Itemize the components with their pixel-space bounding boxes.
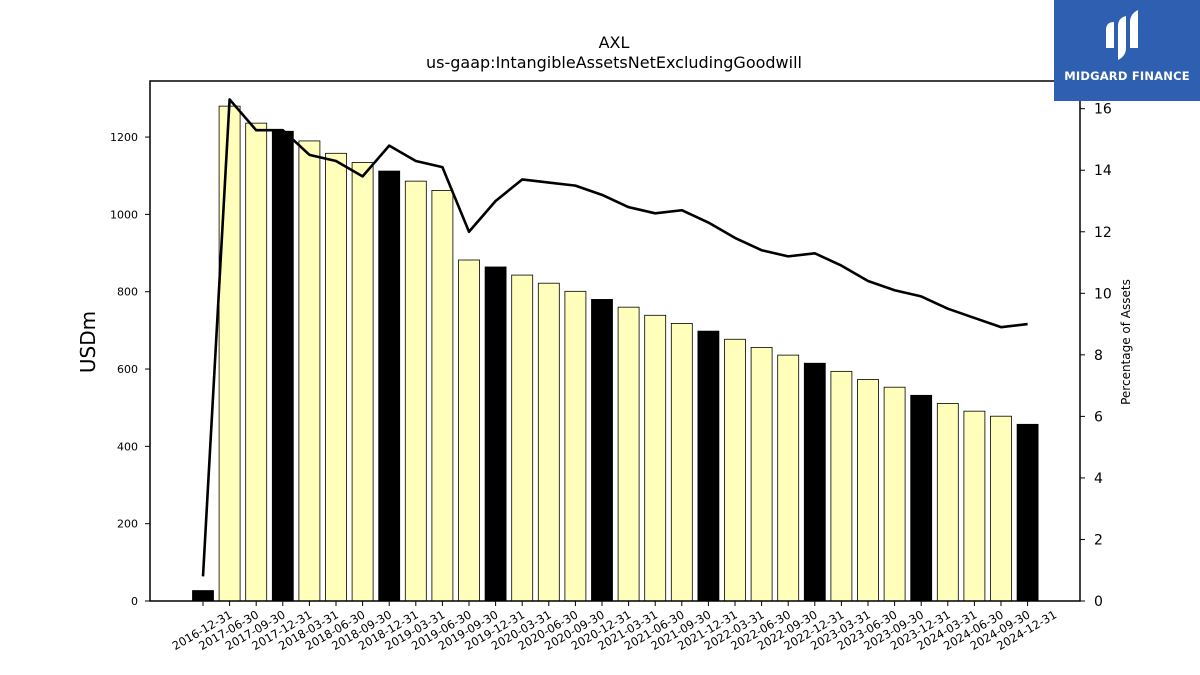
bar-2019-12-31: [484, 266, 507, 602]
percentage-line: [201, 98, 1028, 577]
bar-2020-03-31: [511, 274, 534, 602]
bar-2020-12-31: [591, 299, 613, 602]
bar-group: [192, 105, 1039, 602]
y-tick-label: 400: [117, 440, 138, 453]
bar-2017-06-30: [218, 105, 241, 602]
bar-2021-12-31: [697, 330, 720, 602]
y2-tick-label: 16: [1094, 102, 1112, 118]
y2-tick-label: 2: [1094, 532, 1103, 548]
bar-2020-09-30: [564, 290, 587, 602]
bar-2019-03-31: [404, 180, 427, 602]
bar-2023-12-31: [910, 394, 933, 602]
line-group: [201, 98, 1028, 577]
y2-tick-label: 12: [1094, 225, 1112, 241]
bar-2021-09-30: [670, 323, 693, 602]
bar-2024-09-30: [990, 415, 1012, 602]
bar-2017-09-30: [245, 122, 268, 602]
bar-2019-09-30: [458, 259, 480, 602]
bar-2023-03-31: [830, 370, 853, 602]
logo-mark-icon: [1106, 10, 1138, 60]
y-tick-label: 600: [117, 363, 138, 376]
bar-2023-06-30: [857, 379, 879, 602]
plot-frame: [149, 80, 1081, 602]
y2-tick-label: 4: [1094, 471, 1103, 487]
bar-2023-09-30: [883, 386, 906, 602]
bar-2018-03-31: [298, 140, 321, 602]
bar-2021-06-30: [644, 314, 667, 602]
bar-2016-12-31: [192, 590, 214, 602]
logo-text: MIDGARD FINANCE: [1064, 69, 1190, 83]
bar-2018-06-30: [325, 152, 347, 602]
y2-axis-label: Percentage of Assets: [1119, 279, 1133, 405]
bar-2024-03-31: [936, 403, 959, 602]
bar-2017-12-31: [271, 130, 294, 602]
y-axis-label: USDm: [76, 311, 100, 373]
bar-2024-12-31: [1016, 423, 1039, 602]
bar-2022-06-30: [750, 346, 773, 602]
bar-2021-03-31: [617, 306, 640, 602]
y2-tick-label: 0: [1094, 594, 1103, 610]
bar-2022-03-31: [724, 338, 746, 602]
y2-tick-label: 8: [1094, 348, 1103, 364]
bar-2018-12-31: [378, 170, 401, 602]
y-tick-label: 800: [117, 286, 138, 299]
bar-2018-09-30: [351, 162, 374, 602]
bar-2022-09-30: [777, 354, 800, 602]
bar-2024-06-30: [963, 410, 986, 602]
bar-2020-06-30: [537, 282, 560, 602]
y-tick-label: 1200: [110, 131, 138, 144]
y2-tick-label: 10: [1094, 286, 1112, 302]
y-tick-label: 0: [131, 595, 138, 608]
y-tick-label: 200: [117, 518, 138, 531]
y2-tick-label: 6: [1094, 409, 1103, 425]
chart-title: AXL: [599, 33, 630, 52]
bar-2019-06-30: [431, 190, 454, 602]
y-tick-label: 1000: [110, 208, 138, 221]
midgard-finance-logo: MIDGARD FINANCE: [1054, 0, 1200, 101]
bar-2022-12-31: [803, 362, 826, 602]
chart-subtitle: us-gaap:IntangibleAssetsNetExcludingGood…: [426, 53, 802, 72]
y2-tick-label: 14: [1094, 163, 1112, 179]
